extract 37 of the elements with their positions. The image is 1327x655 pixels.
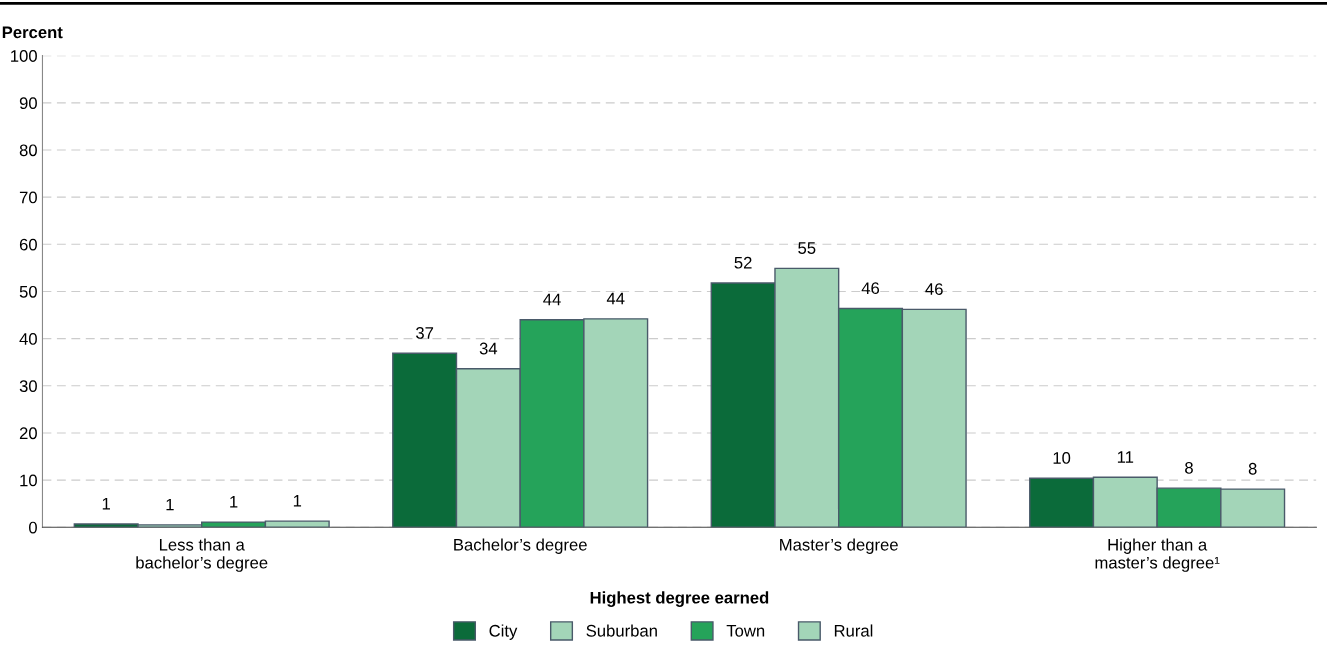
y-tick-label: 20 xyxy=(19,427,37,440)
y-tick-label: 40 xyxy=(19,333,37,345)
y-tick-label: 10 xyxy=(20,474,37,487)
data-label: 34 xyxy=(479,342,498,355)
x-tick-label: Master’s degree xyxy=(780,538,898,554)
data-label: 8 xyxy=(1248,462,1257,475)
data-label: 46 xyxy=(925,283,943,295)
data-label: 1 xyxy=(102,497,110,510)
x-tick-label: Higher than a master’s degree¹ xyxy=(1095,538,1220,572)
legend-label: Suburban xyxy=(586,624,657,637)
legend-label: Rural xyxy=(834,624,873,637)
y-tick-label: 60 xyxy=(19,238,37,251)
data-label: 1 xyxy=(293,495,302,507)
y-tick-label: 0 xyxy=(28,521,37,534)
data-label: 8 xyxy=(1185,461,1193,474)
data-label: 10 xyxy=(1053,452,1071,464)
data-label: 46 xyxy=(861,282,880,295)
x-tick-label: Less than a bachelor’s degree xyxy=(136,538,268,572)
data-label: 44 xyxy=(543,293,561,306)
data-label: 44 xyxy=(606,292,625,305)
data-label: 37 xyxy=(416,327,434,339)
legend-label: Town xyxy=(726,625,765,637)
data-label: 55 xyxy=(798,242,816,254)
legend-label: City xyxy=(489,624,518,640)
data-label: 1 xyxy=(166,498,174,511)
y-tick-label: 50 xyxy=(19,285,37,298)
y-tick-label: 100 xyxy=(11,50,37,62)
x-axis-title: Highest degree earned xyxy=(590,591,769,607)
y-tick-label: 80 xyxy=(19,144,37,157)
data-label: 1 xyxy=(230,496,238,508)
data-label: 52 xyxy=(734,256,752,269)
x-tick-label: Bachelor’s degree xyxy=(454,538,587,554)
y-axis-title: Percent xyxy=(2,26,63,39)
y-tick-label: 30 xyxy=(19,380,37,392)
data-label: 11 xyxy=(1117,451,1134,463)
y-tick-label: 70 xyxy=(19,191,37,204)
y-tick-label: 90 xyxy=(19,97,37,110)
